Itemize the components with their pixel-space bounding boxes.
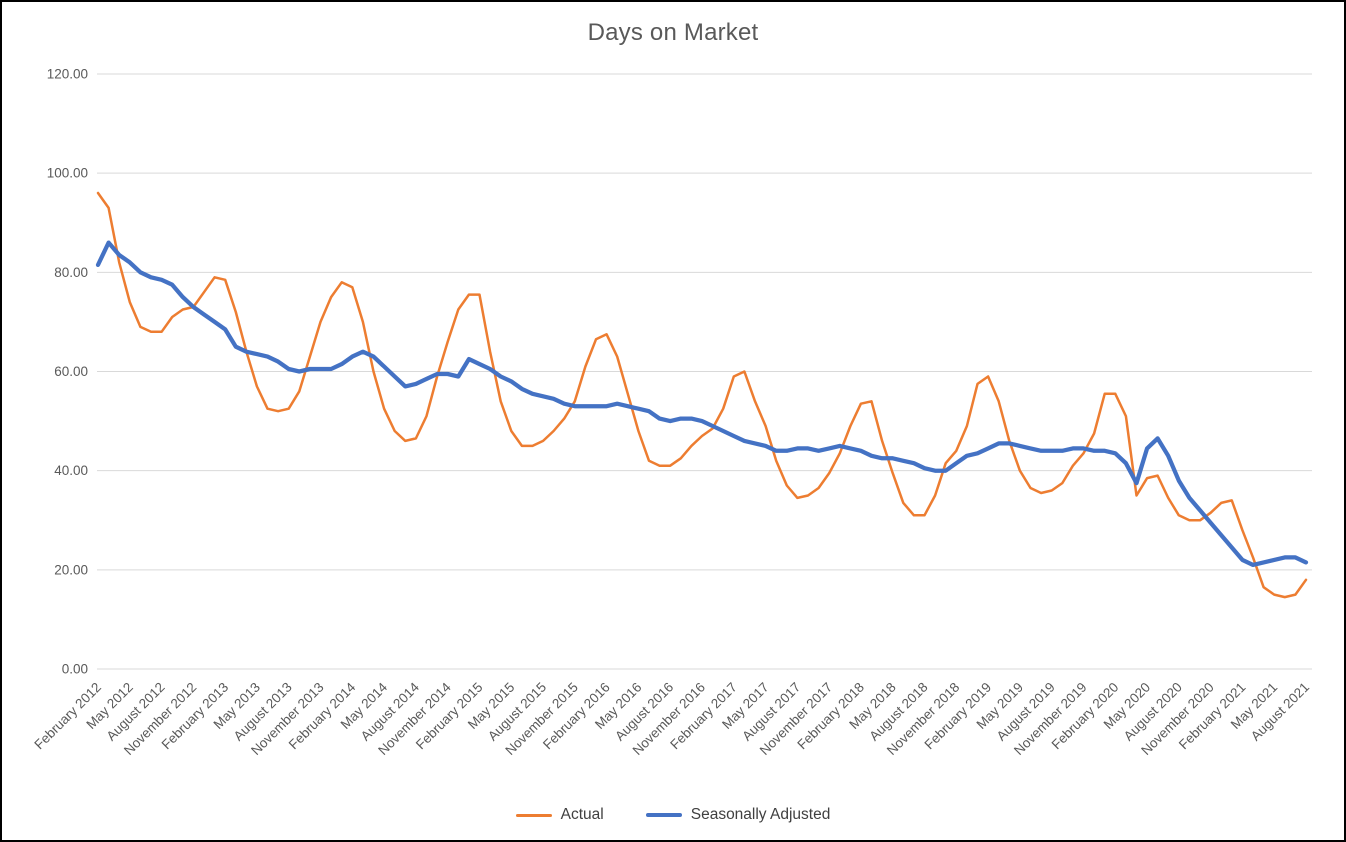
series-line-seasonally-adjusted (95, 240, 1309, 568)
series-line-actual (96, 191, 1308, 599)
y-axis-label: 20.00 (54, 562, 88, 577)
legend-label-actual: Actual (560, 806, 604, 823)
legend-label-seasonally-adjusted: Seasonally Adjusted (690, 806, 831, 823)
y-axis-label: 60.00 (54, 364, 88, 379)
y-axis-label: 0.00 (62, 662, 88, 677)
y-axis-label: 100.00 (47, 166, 88, 181)
y-axis-label: 120.00 (47, 67, 88, 82)
legend-swatch-actual-line (515, 813, 552, 817)
legend-swatch-seasonally-adjusted-line (645, 813, 682, 817)
y-axis-label: 80.00 (54, 265, 88, 280)
legend-item-actual: Actual (515, 806, 604, 824)
y-axis-label: 40.00 (54, 463, 88, 478)
legend-item-seasonally-adjusted: Seasonally Adjusted (645, 806, 831, 824)
chart-title: Days on Market (587, 19, 759, 46)
legend: Actual Seasonally Adjusted (2, 806, 1344, 824)
